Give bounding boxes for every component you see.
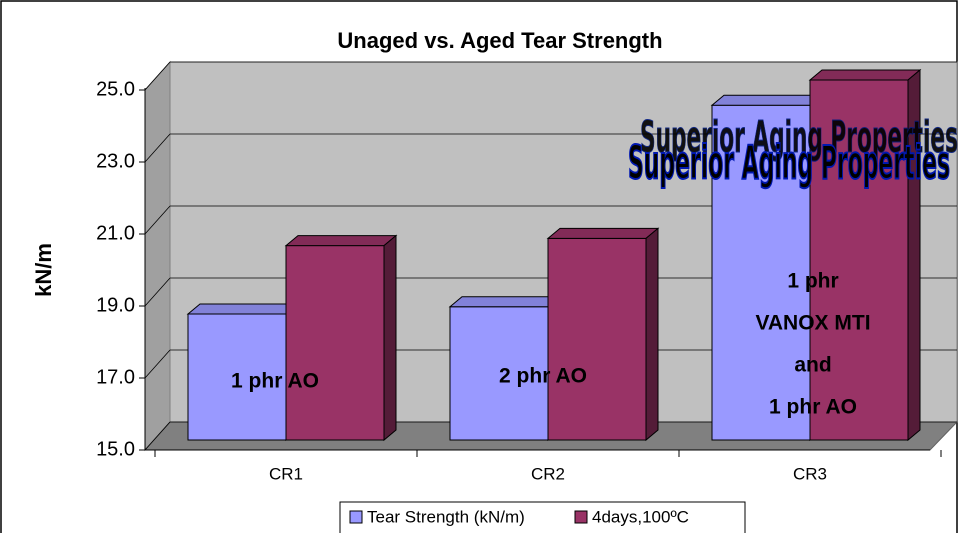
bar-side xyxy=(907,68,921,442)
grid-line xyxy=(144,421,171,451)
bar xyxy=(284,234,398,442)
bar-top xyxy=(808,69,922,81)
x-tick-label: CR2 xyxy=(531,464,565,483)
y-tick-label: 23.0 xyxy=(96,150,135,172)
grid-line xyxy=(144,277,171,307)
bar-top xyxy=(710,94,824,106)
y-tick-label: 25.0 xyxy=(96,78,135,100)
annotation: VANOX MTI xyxy=(755,312,870,335)
annotation: 1 phr AO xyxy=(231,370,319,393)
bar-side xyxy=(645,227,659,442)
legend-label: 4days,100ºC xyxy=(592,507,689,526)
annotation: 1 phr xyxy=(787,270,838,293)
bar-top xyxy=(284,235,398,247)
callout-shadow: Superior Aging Properties xyxy=(640,112,958,163)
annotation: 1 phr AO xyxy=(769,396,857,419)
bar xyxy=(546,227,660,442)
bar-top xyxy=(186,303,300,315)
grid-line xyxy=(144,349,171,379)
annotation: and xyxy=(794,354,831,377)
y-tick-label: 19.0 xyxy=(96,294,135,316)
legend-box xyxy=(339,501,746,533)
legend-swatch xyxy=(349,510,363,524)
y-tick-label: 17.0 xyxy=(96,366,135,388)
bar-front xyxy=(187,313,287,441)
side-wall xyxy=(144,60,171,452)
y-axis-label: kN/m xyxy=(31,243,56,297)
grid-line xyxy=(144,61,171,91)
y-tick-label: 15.0 xyxy=(96,438,135,460)
bar-front xyxy=(285,245,385,441)
bar-top xyxy=(546,227,660,239)
bar-top xyxy=(448,296,562,308)
callout: Superior Aging Properties xyxy=(628,136,950,190)
x-tick-label: CR3 xyxy=(793,464,827,483)
chart-title: Unaged vs. Aged Tear Strength xyxy=(337,28,662,53)
x-tick-label: CR1 xyxy=(269,464,303,483)
bar xyxy=(808,68,922,442)
bar-front xyxy=(547,237,647,441)
annotation: 2 phr AO xyxy=(499,365,587,388)
bar-side xyxy=(383,234,397,442)
bar-front xyxy=(711,104,811,441)
legend-label: Tear Strength (kN/m) xyxy=(367,507,525,526)
grid-line xyxy=(144,205,171,235)
y-tick-label: 21.0 xyxy=(96,222,135,244)
bar-front xyxy=(809,79,909,441)
grid-line xyxy=(144,133,171,163)
legend-swatch xyxy=(574,510,588,524)
